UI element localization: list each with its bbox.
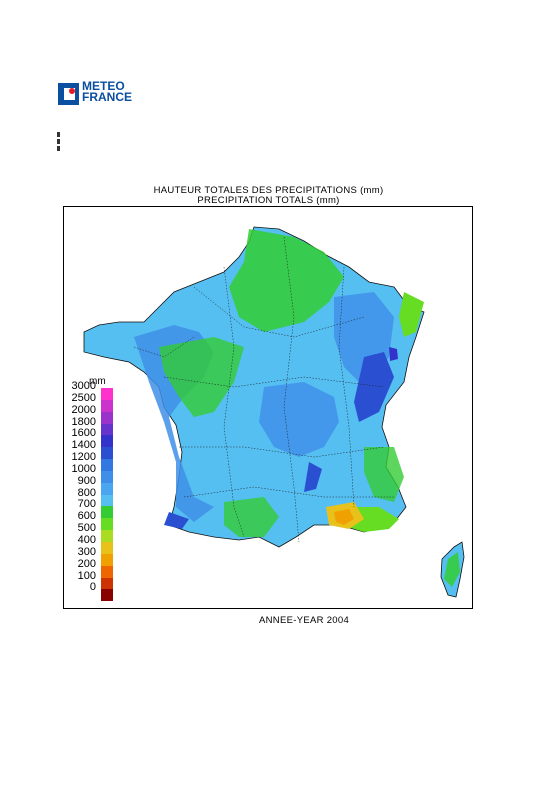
corsica-green-zone <box>444 552 460 587</box>
legend-label: 1000 <box>71 462 96 475</box>
precip-zone-green <box>224 497 279 537</box>
legend-swatch <box>101 411 113 424</box>
legend-color-bar <box>101 388 113 602</box>
legend-swatch <box>101 459 113 471</box>
legend-swatch <box>101 541 113 554</box>
legend-label: 100 <box>77 569 96 582</box>
precip-zone-green <box>229 229 344 332</box>
legend-swatch <box>101 553 113 566</box>
precip-zone-darkblue <box>354 352 394 422</box>
map-frame <box>63 206 473 609</box>
legend-label: 500 <box>77 522 96 535</box>
logo-line-2: FRANCE <box>82 90 132 104</box>
precip-zone-orange <box>334 509 354 525</box>
legend-swatch <box>101 399 113 412</box>
map-year-caption: ANNEE-YEAR 2004 <box>259 615 350 626</box>
precip-zone-darkblue <box>164 512 189 529</box>
legend-swatch <box>101 530 113 542</box>
precip-zone-darkblue <box>389 347 398 361</box>
legend-swatch <box>101 388 113 400</box>
department-boundaries <box>133 236 394 543</box>
precip-zone-green <box>399 292 424 337</box>
legend-label: 1400 <box>71 439 96 452</box>
legend-swatch <box>101 435 113 448</box>
legend-label: 1600 <box>71 427 96 440</box>
map-title: HAUTEUR TOTALES DES PRECIPITATIONS (mm) <box>153 185 384 196</box>
legend-label: 900 <box>77 474 96 487</box>
map-subtitle: PRECIPITATION TOTALS (mm) <box>197 195 340 206</box>
page-mark <box>57 132 60 137</box>
legend-label: 300 <box>77 545 96 558</box>
legend-swatch <box>101 423 113 436</box>
legend-swatch <box>101 494 113 507</box>
legend-swatch <box>101 506 113 519</box>
legend-swatch <box>101 577 113 590</box>
legend-label: 2000 <box>71 403 96 416</box>
legend-label: 0 <box>89 581 96 594</box>
meteo-france-logo-icon <box>58 83 79 105</box>
precip-zone-blue <box>259 382 339 457</box>
precipitation-map <box>83 226 465 598</box>
legend-label: 700 <box>77 498 96 511</box>
page-mark <box>57 139 60 144</box>
precip-zone-darkblue <box>304 462 322 492</box>
page-marks <box>57 132 61 153</box>
legend-label: 200 <box>77 557 96 570</box>
legend-label: 400 <box>77 533 96 546</box>
legend-swatch <box>101 447 113 460</box>
precip-zone-green <box>159 337 244 417</box>
legend-swatch <box>101 470 113 483</box>
legend-swatch <box>101 482 113 495</box>
precip-zone-green <box>364 447 404 502</box>
legend-label: 600 <box>77 510 96 523</box>
legend-swatch <box>101 565 113 578</box>
page-mark <box>57 146 60 151</box>
legend-label: 3000 <box>71 380 96 392</box>
legend-label: 1200 <box>71 451 96 464</box>
legend-label: 800 <box>77 486 96 499</box>
legend-swatch <box>101 518 113 531</box>
legend-label: 2500 <box>71 391 96 404</box>
meteo-france-logo-text: METEO FRANCE <box>82 79 132 104</box>
legend-unit: mm <box>89 376 106 387</box>
meteo-france-logo: METEO FRANCE <box>58 79 140 105</box>
legend-labels: 3000 2500 2000 1800 1600 1400 1200 1000 900 800 70… <box>64 380 96 594</box>
legend-label: 1800 <box>71 415 96 428</box>
logo-line-1: METEO <box>82 79 125 93</box>
legend-swatch <box>101 589 113 602</box>
